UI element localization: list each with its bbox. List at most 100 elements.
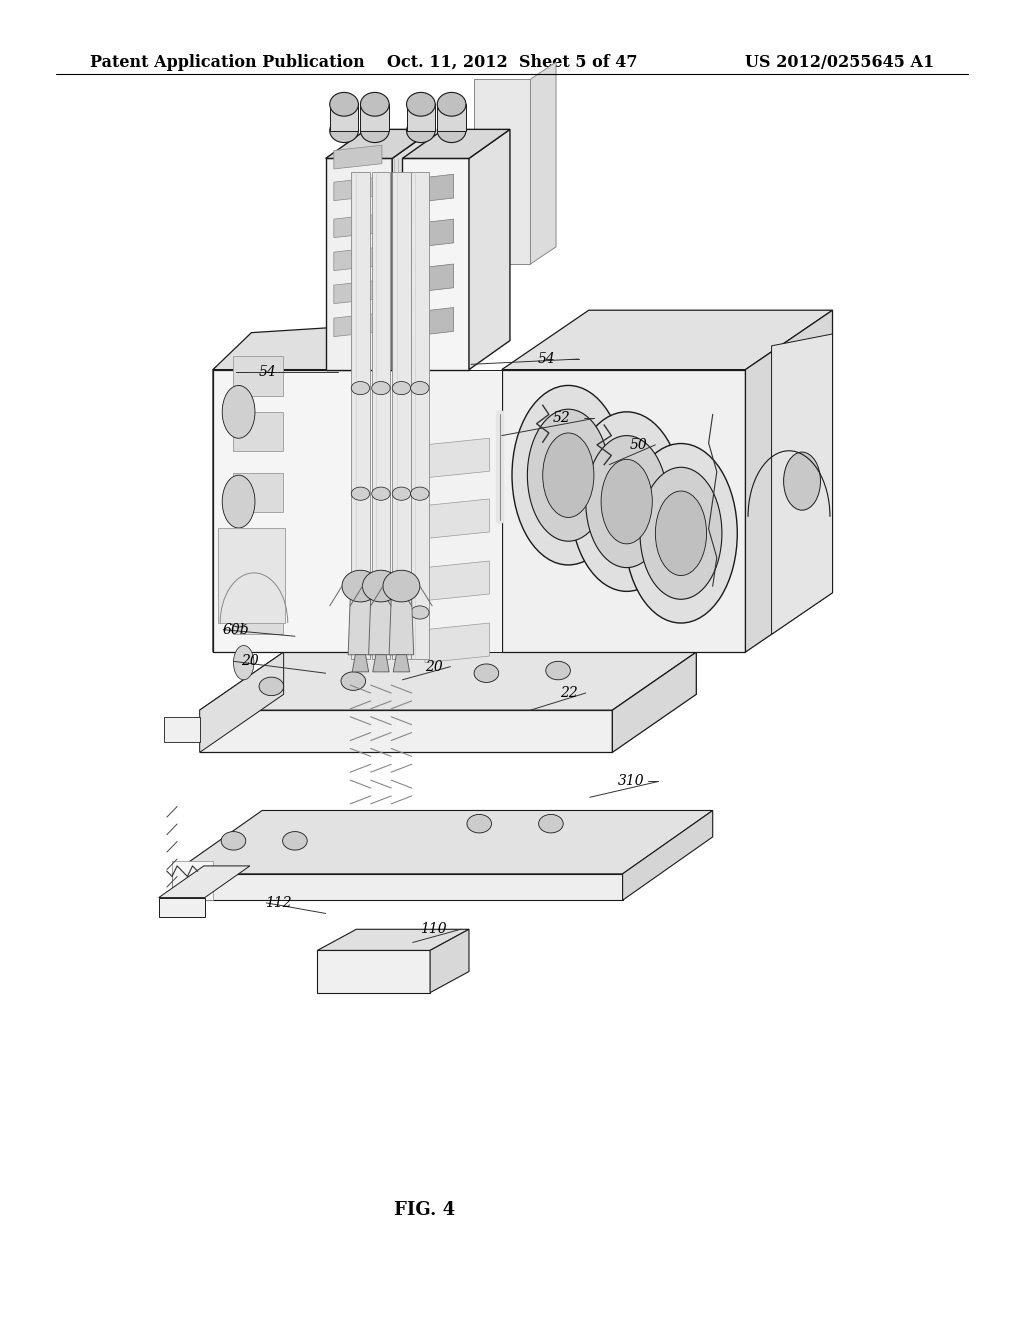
Polygon shape xyxy=(430,929,469,993)
Text: 22: 22 xyxy=(560,686,578,700)
Ellipse shape xyxy=(351,487,370,500)
Polygon shape xyxy=(612,652,696,752)
Polygon shape xyxy=(369,599,393,655)
Ellipse shape xyxy=(392,487,411,500)
Polygon shape xyxy=(502,370,745,652)
Ellipse shape xyxy=(655,491,707,576)
Polygon shape xyxy=(373,655,389,672)
Text: US 2012/0255645 A1: US 2012/0255645 A1 xyxy=(744,54,934,70)
Polygon shape xyxy=(425,499,489,539)
Ellipse shape xyxy=(411,381,429,395)
Ellipse shape xyxy=(351,606,370,619)
Polygon shape xyxy=(233,473,283,512)
Polygon shape xyxy=(392,158,402,370)
Polygon shape xyxy=(425,438,489,478)
Polygon shape xyxy=(172,810,713,874)
Polygon shape xyxy=(469,129,510,370)
Ellipse shape xyxy=(411,487,429,500)
Polygon shape xyxy=(213,343,252,652)
Text: 20: 20 xyxy=(425,660,442,673)
Polygon shape xyxy=(159,898,205,917)
Polygon shape xyxy=(233,412,283,451)
Ellipse shape xyxy=(570,412,683,591)
Ellipse shape xyxy=(222,385,255,438)
Polygon shape xyxy=(411,172,429,659)
Polygon shape xyxy=(389,599,414,655)
Polygon shape xyxy=(233,535,283,574)
Polygon shape xyxy=(334,214,382,238)
Ellipse shape xyxy=(360,119,389,143)
Polygon shape xyxy=(200,710,612,752)
Polygon shape xyxy=(408,174,454,203)
Ellipse shape xyxy=(392,606,411,619)
Ellipse shape xyxy=(467,814,492,833)
Ellipse shape xyxy=(783,453,820,511)
Polygon shape xyxy=(360,104,389,131)
Ellipse shape xyxy=(474,664,499,682)
Polygon shape xyxy=(326,158,392,370)
Polygon shape xyxy=(372,172,390,659)
Text: Patent Application Publication: Patent Application Publication xyxy=(90,54,365,70)
Polygon shape xyxy=(164,717,200,742)
Ellipse shape xyxy=(372,606,390,619)
Text: 310: 310 xyxy=(617,775,644,788)
Polygon shape xyxy=(159,866,250,898)
Ellipse shape xyxy=(407,92,435,116)
Ellipse shape xyxy=(372,381,390,395)
Polygon shape xyxy=(408,308,454,337)
Ellipse shape xyxy=(222,475,255,528)
Ellipse shape xyxy=(351,381,370,395)
Polygon shape xyxy=(200,652,696,710)
Polygon shape xyxy=(213,317,502,370)
Polygon shape xyxy=(326,129,433,158)
Polygon shape xyxy=(623,810,713,900)
Ellipse shape xyxy=(640,467,722,599)
Ellipse shape xyxy=(283,832,307,850)
Polygon shape xyxy=(392,129,433,370)
Text: 112: 112 xyxy=(265,896,292,909)
Ellipse shape xyxy=(512,385,625,565)
Text: 54: 54 xyxy=(538,352,555,366)
Polygon shape xyxy=(425,370,502,652)
Text: 60b: 60b xyxy=(222,623,249,636)
Ellipse shape xyxy=(372,487,390,500)
Text: Oct. 11, 2012  Sheet 5 of 47: Oct. 11, 2012 Sheet 5 of 47 xyxy=(387,54,637,70)
Ellipse shape xyxy=(586,436,668,568)
Ellipse shape xyxy=(233,645,254,680)
Ellipse shape xyxy=(407,119,435,143)
Polygon shape xyxy=(218,528,285,623)
Polygon shape xyxy=(437,104,466,131)
Polygon shape xyxy=(425,623,489,663)
Polygon shape xyxy=(352,655,369,672)
Polygon shape xyxy=(213,370,425,652)
Ellipse shape xyxy=(221,832,246,850)
Polygon shape xyxy=(408,219,454,248)
Polygon shape xyxy=(408,264,454,293)
Polygon shape xyxy=(334,313,382,337)
Polygon shape xyxy=(530,62,556,264)
Ellipse shape xyxy=(259,677,284,696)
Polygon shape xyxy=(502,310,833,370)
Polygon shape xyxy=(200,652,284,752)
Text: 110: 110 xyxy=(420,923,446,936)
Ellipse shape xyxy=(383,570,420,602)
Polygon shape xyxy=(334,280,382,304)
Polygon shape xyxy=(172,861,213,900)
Polygon shape xyxy=(402,129,510,158)
Ellipse shape xyxy=(360,92,389,116)
Ellipse shape xyxy=(625,444,737,623)
Ellipse shape xyxy=(362,570,399,602)
Polygon shape xyxy=(172,874,623,900)
Ellipse shape xyxy=(392,381,411,395)
Text: 50: 50 xyxy=(630,438,647,451)
Ellipse shape xyxy=(330,119,358,143)
Polygon shape xyxy=(772,334,833,635)
Ellipse shape xyxy=(342,570,379,602)
Polygon shape xyxy=(392,172,411,659)
Polygon shape xyxy=(393,655,410,672)
Polygon shape xyxy=(348,599,373,655)
Polygon shape xyxy=(334,247,382,271)
Ellipse shape xyxy=(546,661,570,680)
Polygon shape xyxy=(745,310,833,652)
Ellipse shape xyxy=(539,814,563,833)
